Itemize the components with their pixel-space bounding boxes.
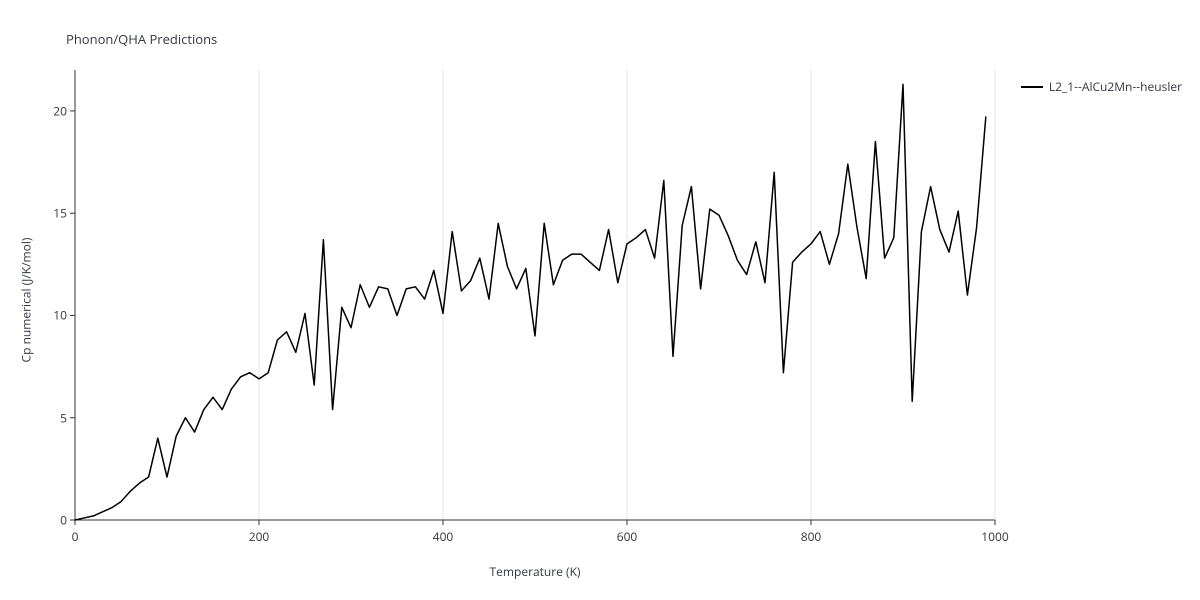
x-tick-label: 1000 bbox=[981, 528, 1008, 545]
y-tick-label: 0 bbox=[47, 512, 67, 529]
y-tick-label: 5 bbox=[47, 409, 67, 426]
x-tick-label: 600 bbox=[617, 528, 638, 545]
y-tick-label: 10 bbox=[47, 307, 67, 324]
x-tick-label: 0 bbox=[72, 528, 79, 545]
chart-container: Phonon/QHA Predictions Cp numerical (J/K… bbox=[0, 0, 1200, 600]
x-tick-label: 200 bbox=[249, 528, 270, 545]
x-tick-label: 800 bbox=[801, 528, 822, 545]
y-tick-label: 15 bbox=[47, 205, 67, 222]
y-tick-label: 20 bbox=[47, 102, 67, 119]
legend-swatch bbox=[1021, 86, 1043, 88]
legend: L2_1--AlCu2Mn--heusler bbox=[1021, 78, 1182, 95]
x-tick-label: 400 bbox=[433, 528, 454, 545]
legend-label: L2_1--AlCu2Mn--heusler bbox=[1049, 78, 1182, 95]
